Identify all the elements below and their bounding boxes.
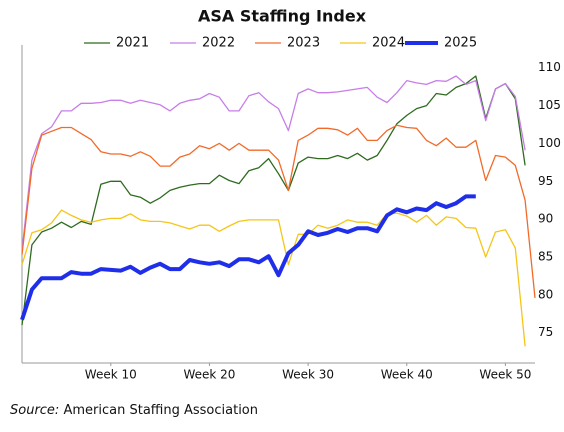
x-tick-label: Week 30 [282,368,334,382]
y-tick-label: 105 [538,98,561,112]
legend-label: 2022 [202,36,235,51]
x-tick-label: Week 10 [85,368,137,382]
line-series [21,209,526,347]
legend-label: 2024 [372,36,405,51]
source-text: American Staffing Association [63,403,258,418]
line-series [21,75,526,251]
y-tick-label: 80 [538,287,553,301]
y-tick-label: 90 [538,212,553,226]
source-label: Source: [10,403,59,418]
y-tick-label: 95 [538,174,553,188]
source: Source: American Staffing Association [10,403,258,418]
line-series [21,75,526,326]
y-tick-label: 100 [538,136,561,150]
line-series [20,194,476,321]
y-tick-label: 75 [538,325,553,339]
y-tick-label: 110 [538,60,561,74]
legend-label: 2023 [287,36,320,51]
legend-label: 2021 [116,36,149,51]
chart-title: ASA Staffing Index [198,7,367,26]
y-tick-label: 85 [538,250,553,264]
legend-label: 2025 [444,36,477,51]
x-tick-label: Week 50 [479,368,531,382]
line-series [21,124,536,298]
x-tick-label: Week 40 [381,368,433,382]
x-tick-label: Week 20 [183,368,235,382]
